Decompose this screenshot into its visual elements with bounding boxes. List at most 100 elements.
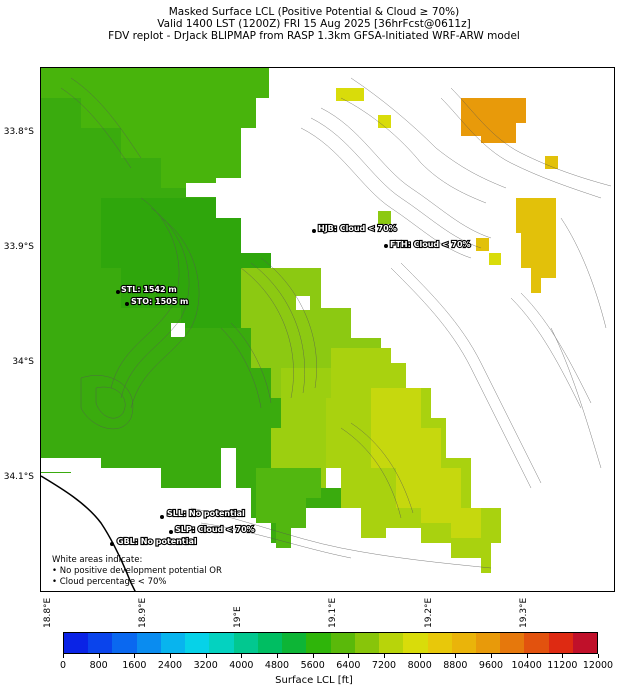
station-dot-fth xyxy=(384,244,388,248)
colorbar-segment xyxy=(185,633,210,653)
station-dot-stl xyxy=(116,290,120,294)
colorbar-segment xyxy=(403,633,428,653)
station-dot-hjb xyxy=(312,229,316,233)
colorbar-segment xyxy=(136,633,161,653)
colorbar-tick-mark xyxy=(455,654,457,658)
colorbar-segment xyxy=(64,633,89,653)
station-label-slp: SLP: Cloud < 70% xyxy=(175,525,255,534)
colorbar xyxy=(63,632,598,654)
station-dot-sll xyxy=(160,515,164,519)
colorbar-tick-label: 0 xyxy=(59,660,67,671)
lcl-area-orange-ne xyxy=(461,98,526,143)
white-hole-1 xyxy=(186,183,216,197)
station-dot-gbl xyxy=(110,542,114,546)
chart-title: Masked Surface LCL (Positive Potential &… xyxy=(0,6,628,42)
lcl-area-gold-east xyxy=(516,198,556,293)
colorbar-tick-label: 8800 xyxy=(443,660,468,671)
map-canvas: STL: 1542 m STO: 1505 m HJB: Cloud < 70%… xyxy=(41,68,612,591)
colorbar-tick-label: 6400 xyxy=(336,660,361,671)
lcl-area-green-south xyxy=(256,468,321,548)
colorbar-tick-label: 12000 xyxy=(582,660,614,671)
title-line-3: FDV replot - DrJack BLIPMAP from RASP 1.… xyxy=(108,30,520,42)
map-frame: STL: 1542 m STO: 1505 m HJB: Cloud < 70%… xyxy=(40,67,615,592)
colorbar-segment xyxy=(427,633,452,653)
colorbar-tick-mark xyxy=(562,654,564,658)
colorbar-segment xyxy=(233,633,258,653)
lat-label-34-0: 34°S xyxy=(12,357,34,367)
colorbar-tick-mark xyxy=(170,654,171,658)
colorbar-tick-mark xyxy=(277,654,278,658)
colorbar-tick-mark xyxy=(63,654,64,658)
colorbar-label: Surface LCL [ft] xyxy=(275,675,353,686)
lat-label-33-8: 33.8°S xyxy=(3,127,34,137)
colorbar-tick-label: 3200 xyxy=(193,660,218,671)
colorbar-segment xyxy=(330,633,355,653)
station-label-sto: STO: 1505 m xyxy=(131,297,188,306)
colorbar-tick-label: 4800 xyxy=(264,660,290,671)
lcl-area-yellowgreen-2 xyxy=(271,368,341,488)
white-hole-3 xyxy=(296,296,310,310)
mask-note: White areas indicate: • No positive deve… xyxy=(52,555,222,588)
colorbar-tick-label: 10400 xyxy=(511,660,542,671)
colorbar-segment xyxy=(475,633,501,653)
colorbar-tick-label: 1600 xyxy=(122,660,147,671)
lcl-shading xyxy=(41,68,558,573)
colorbar-tick-mark xyxy=(384,654,385,658)
lcl-cell-gold xyxy=(336,88,364,101)
white-hole-4 xyxy=(41,458,73,472)
colorbar-segment xyxy=(548,633,573,653)
colorbar-tick-mark xyxy=(312,654,314,658)
lon-label-19-2: 19.2°E xyxy=(424,597,434,628)
station-label-sll: SLL: No potential xyxy=(167,509,245,518)
colorbar-segment xyxy=(282,633,307,653)
colorbar-segment xyxy=(524,633,549,653)
terrain-contours xyxy=(60,77,612,569)
colorbar-segment xyxy=(209,633,234,653)
lcl-area-green-top xyxy=(41,68,269,188)
lon-label-19-0: 19°E xyxy=(233,606,243,628)
lcl-cell-orange-2 xyxy=(545,156,558,169)
coastline xyxy=(41,475,136,591)
lon-label-18-8: 18.8°E xyxy=(43,597,53,628)
colorbar-segment xyxy=(88,633,113,653)
lon-label-19-1: 19.1°E xyxy=(328,597,338,628)
white-hole-2 xyxy=(171,323,185,337)
colorbar-tick-mark xyxy=(205,654,207,658)
colorbar-segment xyxy=(379,633,404,653)
lat-label-34-1: 34.1°S xyxy=(3,472,34,482)
colorbar-tick-label: 8000 xyxy=(407,660,432,671)
lon-label-18-9: 18.9°E xyxy=(138,597,148,628)
colorbar-tick-mark xyxy=(348,654,350,658)
colorbar-tick-mark xyxy=(491,654,492,658)
lat-label-33-9: 33.9°S xyxy=(3,242,34,252)
lcl-cell-yellowgreen xyxy=(378,211,391,224)
colorbar-tick-mark xyxy=(134,654,136,658)
lcl-area-yellow-core xyxy=(371,388,481,538)
station-label-stl: STL: 1542 m xyxy=(121,285,177,294)
station-dot-slp xyxy=(169,530,173,534)
colorbar-segment xyxy=(451,633,476,653)
mask-note-line-1: White areas indicate: xyxy=(52,555,143,565)
lcl-cell-gold-2 xyxy=(378,115,391,128)
station-label-fth: FTH: Cloud < 70% xyxy=(390,240,471,249)
mask-note-line-3: • Cloud percentage < 70% xyxy=(52,577,167,587)
lon-label-19-3: 19.3°E xyxy=(519,597,529,628)
mask-note-line-2: • No positive development potential OR xyxy=(52,566,222,576)
colorbar-tick-label: 4000 xyxy=(229,660,254,671)
colorbar-tick-label: 7200 xyxy=(371,660,397,671)
colorbar-tick-label: 800 xyxy=(89,660,108,671)
title-line-2: Valid 1400 LST (1200Z) FRI 15 Aug 2025 [… xyxy=(157,18,471,30)
colorbar-tick-label: 9600 xyxy=(478,660,504,671)
station-label-hjb: HJB: Cloud < 70% xyxy=(318,224,397,233)
colorbar-tick-label: 5600 xyxy=(300,660,325,671)
colorbar-segment xyxy=(572,633,598,653)
colorbar-tick-label: 11200 xyxy=(547,660,578,671)
colorbar-tick-mark xyxy=(241,654,243,658)
colorbar-segment xyxy=(112,633,137,653)
colorbar-tick-mark xyxy=(526,654,528,658)
colorbar-segment xyxy=(500,633,525,653)
lcl-cell-gold-3 xyxy=(489,253,501,265)
title-line-1: Masked Surface LCL (Positive Potential &… xyxy=(168,6,460,18)
station-label-gbl: GBL: No potential xyxy=(117,537,197,546)
lcl-area-green-mid xyxy=(101,198,271,328)
